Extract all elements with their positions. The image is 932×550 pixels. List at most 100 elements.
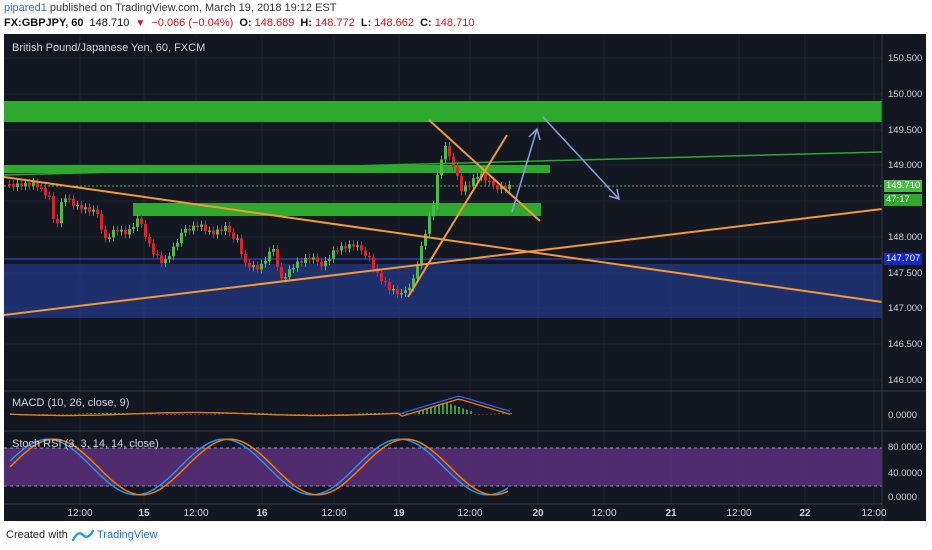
macd-histogram-bar <box>214 413 216 415</box>
projection-arrow-down[interactable] <box>542 116 620 201</box>
candle-body <box>432 205 435 217</box>
macd-histogram-bar <box>454 405 456 414</box>
candle-body <box>196 225 199 228</box>
macd-histogram-bar <box>346 414 348 415</box>
trendline-orange-wedge-bottom[interactable] <box>407 134 508 298</box>
candle-body <box>312 257 315 260</box>
price-axis[interactable]: 150.500150.000149.500149.000148.500148.0… <box>888 53 922 503</box>
macd-histogram-bar <box>318 414 320 416</box>
candle-body <box>436 174 439 206</box>
candle-body <box>48 195 51 197</box>
macd-histogram-bar <box>162 414 164 415</box>
candle-body <box>300 261 303 264</box>
macd-histogram-bar <box>142 413 144 415</box>
macd-histogram-bar <box>362 413 364 414</box>
candlestick-series <box>8 142 511 299</box>
stoch-rsi-series <box>9 438 509 496</box>
macd-histogram-bar <box>62 414 64 415</box>
publisher-link[interactable]: pipared1 <box>4 2 47 14</box>
candle-body <box>292 267 295 270</box>
price-tick-label: 150.000 <box>888 89 922 100</box>
chart-header: pipared1 published on TradingView.com, M… <box>0 0 932 34</box>
rsi-tick-label: 80.0000 <box>888 442 922 453</box>
candle-body <box>468 185 471 187</box>
macd-histogram-bar <box>470 411 472 414</box>
price-tick-label: 148.000 <box>888 232 922 243</box>
chart-canvas[interactable]: 150.500150.000149.500149.000148.500148.0… <box>4 34 926 521</box>
candle-body <box>508 184 511 189</box>
macd-histogram-bar <box>486 414 488 415</box>
candle-body <box>100 214 103 230</box>
candle-body <box>320 261 323 267</box>
candle-body <box>52 196 55 219</box>
candle-body <box>348 244 351 249</box>
trendline-green[interactable] <box>4 151 883 176</box>
projection-arrow-up[interactable] <box>511 127 541 213</box>
candle-body <box>160 255 163 264</box>
macd-label: MACD (10, 26, close, 9) <box>12 397 130 409</box>
time-tick-label: 22 <box>799 508 811 519</box>
tradingview-brand-link[interactable]: TradingView <box>97 529 158 541</box>
macd-histogram-bar <box>74 413 76 415</box>
macd-histogram-bar <box>498 413 500 415</box>
macd-histogram-bar <box>98 412 100 414</box>
macd-histogram-bar <box>350 413 352 415</box>
trendline-orange-ascending[interactable] <box>4 208 883 316</box>
candle-body <box>336 250 339 252</box>
candle-body <box>424 233 427 246</box>
candle-body <box>384 280 387 283</box>
close-value: 148.710 <box>434 17 475 29</box>
candle-body <box>76 204 79 207</box>
candle-body <box>152 243 155 254</box>
candle-body <box>444 146 447 160</box>
candle-body <box>388 282 391 291</box>
green-resistance-zone-mid <box>4 165 550 173</box>
chart-area[interactable]: 150.500150.000149.500149.000148.500148.0… <box>4 34 926 521</box>
macd-histogram-bar <box>286 414 288 415</box>
time-tick-label: 12:00 <box>457 508 482 519</box>
candle-body <box>428 216 431 234</box>
macd-histogram-bar <box>66 414 68 415</box>
macd-histogram-bar <box>378 412 380 414</box>
candle-body <box>416 265 419 279</box>
candle-body <box>184 229 187 233</box>
candle-body <box>168 256 171 260</box>
macd-histogram-bar <box>338 414 340 415</box>
time-axis[interactable]: 12:00 15 12:00 16 12:00 19 12:00 20 12:00 21 12:00… <box>67 508 886 519</box>
time-tick-label: 12:00 <box>183 508 208 519</box>
macd-histogram-bar <box>366 413 368 414</box>
macd-histogram-bar <box>374 412 376 414</box>
candle-body <box>148 237 151 244</box>
candle-body <box>504 186 507 189</box>
green-support-zone <box>133 203 541 216</box>
candle-body <box>20 183 23 187</box>
candle-body <box>288 269 291 278</box>
last-price-tag: 148.710 <box>884 180 922 192</box>
candle-body <box>80 204 83 210</box>
macd-histogram-bar <box>358 413 360 415</box>
footer: Created with TradingView <box>0 521 932 550</box>
candle-body <box>60 202 63 224</box>
candle-body <box>120 229 123 232</box>
tradingview-logo-icon[interactable] <box>72 529 94 542</box>
macd-histogram-bar <box>182 414 184 416</box>
candle-body <box>136 218 139 228</box>
candle-body <box>92 209 95 212</box>
candle-body <box>112 229 115 238</box>
macd-histogram-bar <box>450 404 452 414</box>
macd-histogram-bar <box>170 414 172 416</box>
rsi-tick-label: 0.0000 <box>888 492 917 503</box>
macd-histogram-bar <box>94 413 96 414</box>
macd-histogram-bar <box>202 414 204 415</box>
candle-body <box>116 229 119 232</box>
candle-body <box>176 242 179 247</box>
candle-body <box>180 232 183 243</box>
candle-body <box>404 290 407 293</box>
macd-histogram-bar <box>86 413 88 414</box>
candle-body <box>268 251 271 262</box>
candle-body <box>344 246 347 249</box>
macd-series <box>9 395 512 417</box>
macd-histogram-bar <box>302 414 304 415</box>
candle-body <box>212 230 215 235</box>
candle-body <box>356 245 359 247</box>
